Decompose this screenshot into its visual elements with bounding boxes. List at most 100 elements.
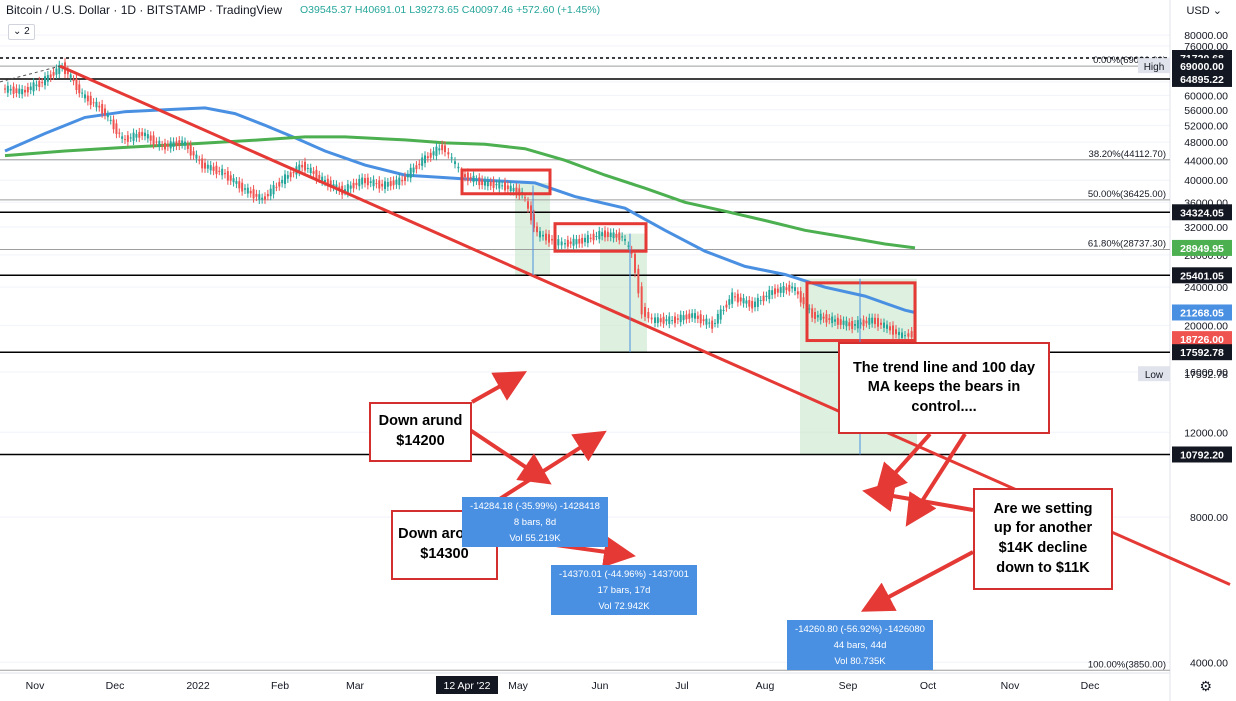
candle-body [489, 181, 492, 186]
candle-body [21, 89, 24, 95]
candle-body [848, 322, 851, 327]
candle-body [286, 175, 289, 179]
candle-body [389, 181, 392, 187]
candle-body [292, 171, 295, 174]
candle-body [269, 188, 272, 197]
candle-body [344, 189, 346, 192]
candle-body [235, 181, 238, 184]
candle-body [816, 314, 819, 318]
ohlc-readout: O39545.37 H40691.01 L39273.65 C40097.46 … [300, 0, 600, 20]
candle-body [115, 123, 118, 134]
candle-body [506, 185, 509, 190]
candle-body [444, 145, 446, 153]
candle-body [450, 157, 453, 159]
candle-body [386, 182, 389, 187]
candle-body [725, 304, 728, 308]
candle-body [856, 320, 859, 329]
candle-body [624, 238, 626, 241]
y-tick-label: 20000.00 [1184, 320, 1228, 332]
candle-body [647, 312, 650, 319]
candle-body [424, 155, 426, 164]
price-label: 21268.05 [1180, 307, 1224, 319]
candle-body [201, 158, 204, 169]
candle-body [874, 317, 876, 325]
candle-body [711, 320, 714, 329]
candle-body [284, 174, 286, 185]
candle-body [822, 316, 825, 319]
candle-body [429, 152, 432, 158]
candle-body [332, 184, 335, 188]
candle-body [454, 161, 456, 165]
candle-body [606, 231, 609, 238]
candle-body [55, 68, 58, 75]
candle-body [161, 144, 164, 147]
note-down-14200-text: Down arund $14200 [378, 413, 463, 449]
candle-body [676, 318, 679, 320]
candle-body [29, 86, 32, 90]
collapse-badge[interactable]: ⌄ 2 [8, 24, 35, 40]
symbol-title[interactable]: Bitcoin / U.S. Dollar · 1D · BITSTAMP · … [6, 3, 283, 17]
candle-body [615, 233, 618, 238]
measure-box-3: -14260.80 (-56.92%) -1426080 44 bars, 44… [787, 620, 933, 670]
candle-body [865, 320, 868, 324]
candle-body [375, 183, 378, 185]
price-label-bg [1172, 331, 1232, 348]
x-tick-label: 2022 [186, 680, 210, 692]
candle-body [401, 179, 404, 182]
candle-body [32, 82, 35, 92]
candle-body [880, 322, 882, 325]
candle-body [41, 82, 44, 84]
x-tick-label: Dec [106, 680, 125, 692]
candle-body [209, 165, 212, 171]
candle-body [736, 293, 739, 303]
candle-body [759, 300, 762, 302]
candle-body [195, 154, 198, 159]
candle-body [883, 322, 885, 328]
candle-body [204, 162, 206, 169]
low-tag: Low [1145, 370, 1164, 381]
price-label-bg [1172, 204, 1232, 221]
settings-gear-icon[interactable]: ⚙ [1199, 678, 1212, 694]
price-label: 10792.20 [1180, 449, 1224, 461]
candle-body [796, 291, 799, 295]
candle-body [548, 234, 550, 243]
candle-body [318, 175, 321, 179]
candle-body [799, 291, 802, 303]
candle-body [634, 253, 636, 273]
currency-label[interactable]: USD ⌄ [1186, 5, 1222, 17]
measure-2-line-2: 17 bars, 17d [597, 585, 651, 596]
candle-body [612, 232, 615, 239]
y-tick-label: 56000.00 [1184, 105, 1228, 117]
candle-body [44, 76, 46, 86]
candle-body [241, 182, 244, 192]
candle-body [238, 181, 241, 189]
candle-body [315, 169, 318, 180]
candle-body [751, 301, 754, 309]
y-tick-label: 40000.00 [1184, 175, 1228, 187]
candle-body [441, 144, 444, 151]
arrow-note3-ma [905, 432, 967, 527]
measure-3-line-1: -14260.80 (-56.92%) -1426080 [795, 624, 925, 635]
high-value: H40691.01 [354, 4, 407, 16]
candle-body [527, 201, 529, 209]
note-trendline-text: The trend line and 100 day MA keeps the … [852, 359, 1036, 415]
candle-body [845, 320, 848, 327]
candle-body [702, 319, 705, 322]
candle-body [578, 238, 581, 244]
candle-body [306, 167, 309, 169]
candle-body [694, 313, 696, 319]
candle-body [498, 181, 501, 189]
candle-body [369, 181, 372, 183]
candle-body [109, 119, 112, 121]
crosshair-date-box [436, 676, 498, 694]
x-tick-label: Sep [839, 680, 858, 692]
candle-body [512, 187, 515, 192]
candle-body [249, 190, 252, 194]
candle-body [834, 319, 836, 322]
x-tick-label: Oct [920, 680, 936, 692]
candle-body [406, 174, 409, 178]
candle-body [734, 296, 736, 298]
fib-label: 38.20%(44112.70) [1089, 149, 1166, 160]
candle-body [705, 318, 708, 325]
candle-body [309, 167, 312, 174]
